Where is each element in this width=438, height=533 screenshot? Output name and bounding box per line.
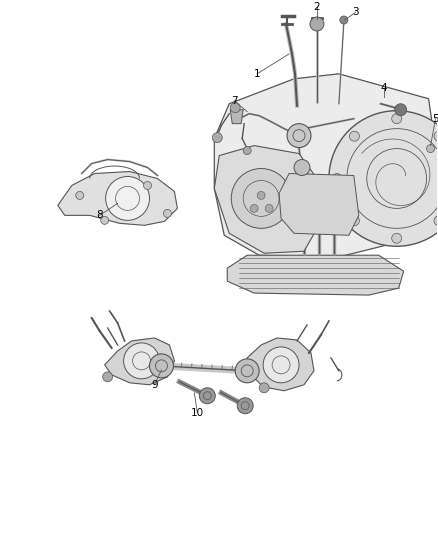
- Text: 9: 9: [151, 380, 158, 390]
- Text: 4: 4: [381, 83, 387, 93]
- Circle shape: [329, 111, 438, 246]
- Circle shape: [230, 103, 240, 112]
- Polygon shape: [227, 255, 404, 295]
- Polygon shape: [214, 146, 319, 253]
- Circle shape: [350, 216, 360, 226]
- Circle shape: [287, 124, 311, 148]
- Text: 10: 10: [191, 408, 204, 418]
- Circle shape: [250, 204, 258, 212]
- Polygon shape: [105, 338, 174, 385]
- Circle shape: [101, 216, 109, 224]
- Circle shape: [149, 354, 173, 378]
- Circle shape: [76, 191, 84, 199]
- Circle shape: [332, 174, 342, 183]
- Circle shape: [350, 131, 360, 141]
- Circle shape: [265, 204, 273, 212]
- Text: 7: 7: [231, 96, 237, 106]
- Circle shape: [163, 209, 171, 217]
- Text: 5: 5: [432, 114, 438, 124]
- Polygon shape: [279, 174, 359, 235]
- Circle shape: [263, 347, 299, 383]
- Circle shape: [199, 388, 215, 403]
- Circle shape: [395, 104, 406, 116]
- Text: 3: 3: [353, 7, 359, 17]
- Circle shape: [294, 159, 310, 175]
- Circle shape: [124, 343, 159, 379]
- Circle shape: [434, 216, 438, 226]
- Circle shape: [392, 233, 402, 243]
- Text: 2: 2: [314, 2, 320, 12]
- Circle shape: [243, 147, 251, 155]
- Circle shape: [235, 359, 259, 383]
- Circle shape: [310, 17, 324, 31]
- Circle shape: [434, 131, 438, 141]
- Circle shape: [392, 114, 402, 124]
- Circle shape: [144, 181, 152, 189]
- Circle shape: [231, 168, 291, 228]
- Circle shape: [259, 383, 269, 393]
- Polygon shape: [214, 74, 437, 258]
- Polygon shape: [230, 110, 243, 124]
- Text: 8: 8: [96, 211, 103, 220]
- Text: 1: 1: [254, 69, 261, 79]
- Polygon shape: [58, 172, 177, 225]
- Polygon shape: [247, 338, 314, 391]
- Circle shape: [212, 133, 222, 143]
- Circle shape: [237, 398, 253, 414]
- Circle shape: [102, 372, 113, 382]
- Circle shape: [427, 144, 434, 152]
- Circle shape: [257, 191, 265, 199]
- Circle shape: [106, 176, 149, 220]
- Circle shape: [340, 16, 348, 24]
